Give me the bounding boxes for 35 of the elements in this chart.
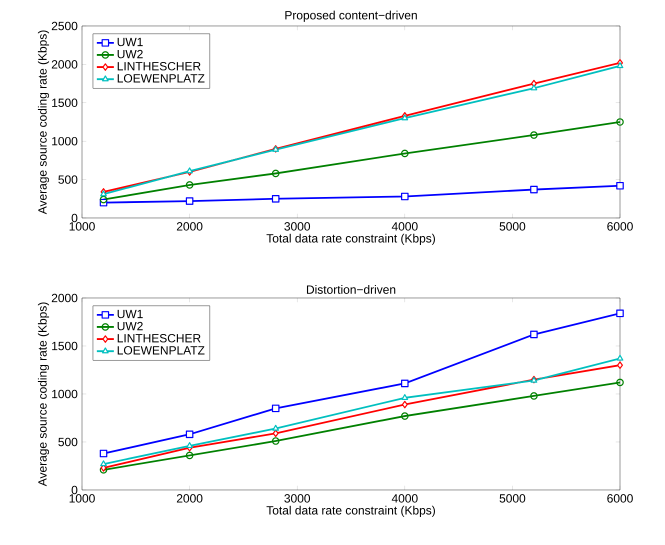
x-tick-label: 5000 [500,222,526,231]
y-tick-label: 1000 [52,136,78,146]
y-tick-label: 2500 [52,22,78,30]
y-tick-label: 1000 [52,390,78,398]
legend-label: UW1 [118,38,143,46]
y-axis-title: Average source coding rate (Kbps) [38,302,50,486]
legend-label: UW2 [118,322,143,330]
legend-label: LOEWENPLATZ [118,74,204,83]
y-tick-label: 0 [72,486,78,494]
y-tick-label: 500 [58,438,78,446]
y-tick-label: 0 [72,214,78,222]
y-tick-label: 2000 [52,60,78,69]
x-tick-label: 4000 [392,222,418,231]
x-tick-label: 6000 [607,222,633,231]
y-tick-label: 1500 [52,98,78,108]
x-tick-label: 2000 [176,222,202,231]
legend-label: UW2 [118,50,143,58]
legend-label: LINTHESCHER [118,62,201,70]
y-tick-label: 1500 [52,342,78,350]
chart-title: Distortion−driven [306,285,396,294]
x-axis-title: Total data rate constraint (Kbps) [266,234,435,245]
x-tick-label: 6000 [607,494,633,503]
chart-title: Proposed content−driven [285,10,417,22]
x-tick-label: 2000 [176,494,202,503]
x-tick-label: 4000 [392,494,418,503]
legend-label: LINTHESCHER [118,334,201,342]
legend-label: UW1 [118,310,143,318]
y-tick-label: 500 [58,175,78,184]
x-tick-label: 3000 [284,494,310,503]
x-tick-label: 5000 [500,494,526,503]
y-axis-title: Average source coding rate (Kbps) [38,30,50,214]
x-axis-title: Total data rate constraint (Kbps) [266,506,435,517]
legend-label: LOEWENPLATZ [118,346,204,355]
y-tick-label: 2000 [52,294,78,302]
x-tick-label: 3000 [284,222,310,231]
